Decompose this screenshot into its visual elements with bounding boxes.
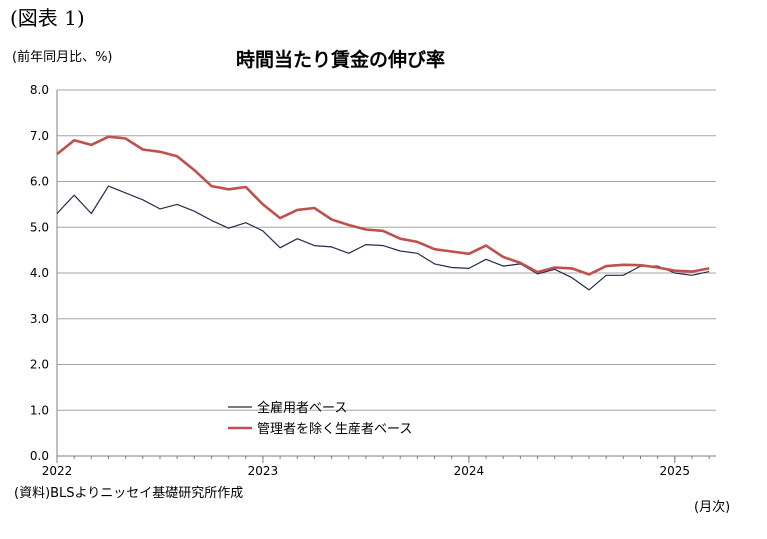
chart-title: 時間当たり賃金の伸び率 [236,49,446,71]
series-line-all-employees [56,185,710,291]
legend-label: 全雇用者ベース [257,400,347,416]
series-lines [56,135,710,291]
y-tick-label: 7.0 [30,129,49,143]
y-tick-label: 2.0 [30,358,49,372]
y-tick-label: 6.0 [30,175,49,189]
y-tick-label: 8.0 [30,83,49,97]
y-tick-label: 5.0 [30,220,49,234]
series-line-production-workers [56,135,710,276]
gridlines [57,89,716,411]
legend-label: 管理者を除く生産者ベース [257,421,412,437]
x-tick-label: 2023 [248,464,279,478]
x-tick-label: 2024 [454,464,485,478]
x-tick-label: 2022 [42,464,73,478]
figure-label: (図表 1) [10,6,85,30]
axes: 0.0 1.0 2.0 3.0 4.0 5.0 6.0 7.0 8.0 2022 2023 2024 2… [30,83,716,478]
source-note: (資料)BLSよりニッセイ基礎研究所作成 [14,486,244,501]
y-tick-label: 4.0 [30,266,49,280]
y-tick-label: 3.0 [30,312,49,326]
x-tick-label: 2025 [660,464,691,478]
x-unit-label: (月次) [694,500,731,515]
y-unit-label: (前年同月比、%) [12,50,113,65]
y-tick-label: 1.0 [30,403,49,417]
y-tick-label: 0.0 [30,449,49,463]
